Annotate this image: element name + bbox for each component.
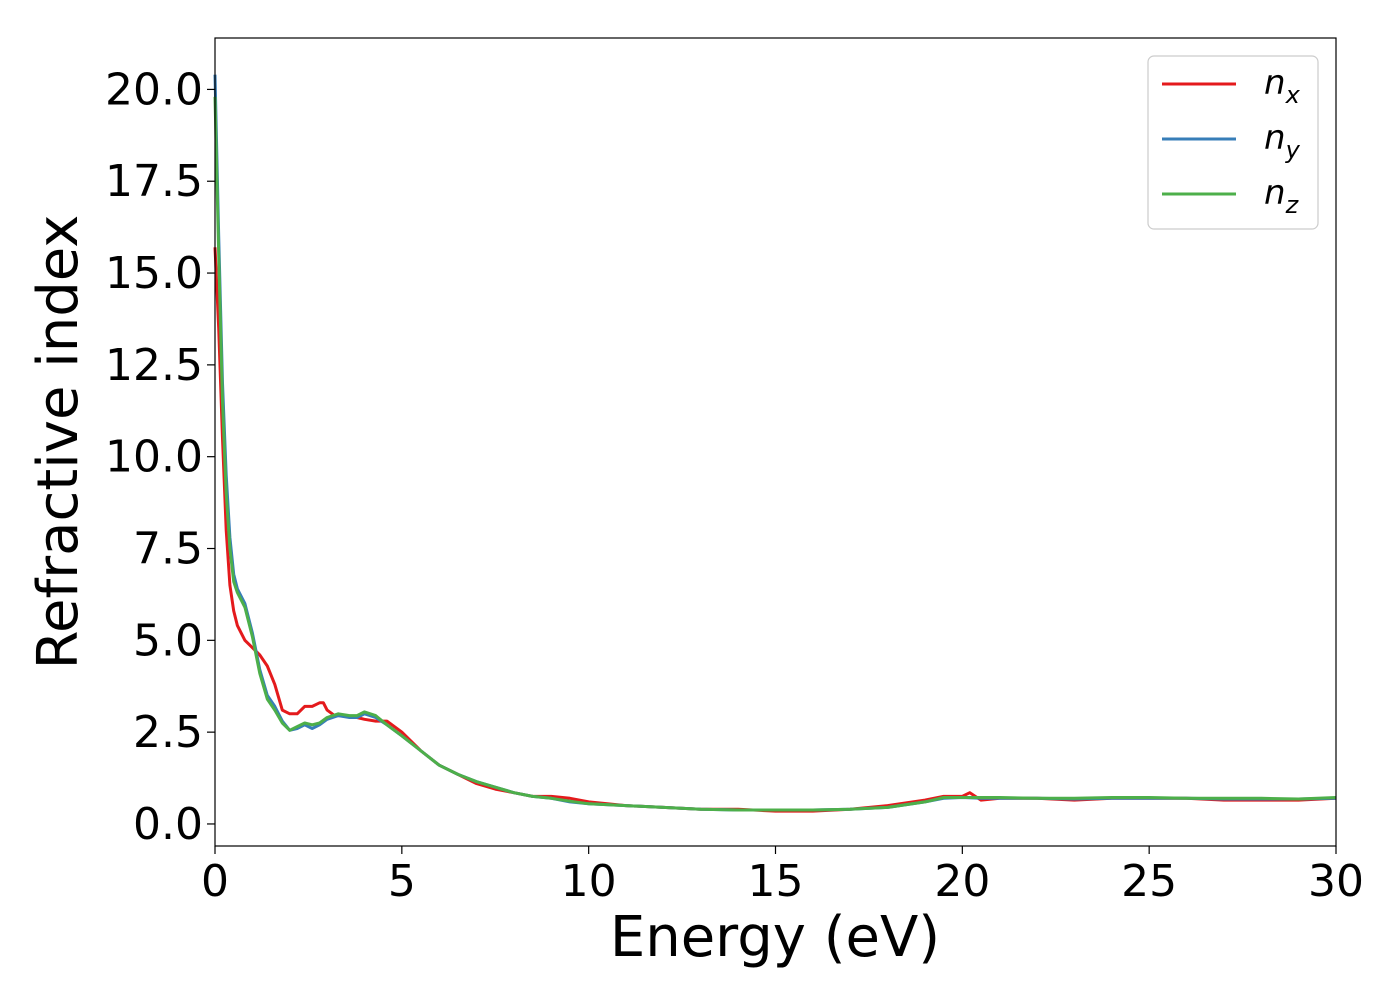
legend-box — [1147, 55, 1319, 230]
y-tick-label: 15.0 — [105, 248, 203, 299]
y-tick-label: 2.5 — [133, 707, 203, 758]
y-tick-label: 12.5 — [105, 340, 203, 391]
y-tick-label: 5.0 — [133, 615, 203, 666]
x-tick-label: 25 — [1121, 856, 1177, 907]
x-tick-label: 0 — [201, 856, 229, 907]
legend-label-nx: nx — [1264, 63, 1301, 109]
y-tick-label: 20.0 — [105, 64, 203, 115]
y-axis-title: Refractive index — [26, 215, 91, 670]
y-tick-label: 10.0 — [105, 432, 203, 483]
legend-label-nz: nz — [1264, 173, 1300, 219]
legend: nx ny nz — [1147, 55, 1319, 230]
y-axis-ticks: 0.0 2.5 5.0 7.5 10.0 12.5 15.0 17.5 20.0 — [105, 64, 215, 850]
y-tick-label: 17.5 — [105, 156, 203, 207]
series-line-nz — [213, 96, 1337, 812]
x-tick-label: 20 — [934, 856, 990, 907]
legend-label-ny: ny — [1264, 118, 1301, 164]
x-axis-title: Energy (eV) — [610, 905, 940, 970]
plot-lines — [213, 74, 1337, 813]
x-tick-label: 30 — [1308, 856, 1364, 907]
x-axis-ticks: 0 5 10 15 20 25 30 — [201, 846, 1364, 907]
y-tick-label: 7.5 — [133, 524, 203, 575]
y-tick-label: 0.0 — [133, 799, 203, 850]
x-tick-label: 15 — [748, 856, 804, 907]
x-tick-label: 10 — [561, 856, 617, 907]
series-line-nx — [213, 247, 1337, 813]
x-tick-label: 5 — [388, 856, 416, 907]
